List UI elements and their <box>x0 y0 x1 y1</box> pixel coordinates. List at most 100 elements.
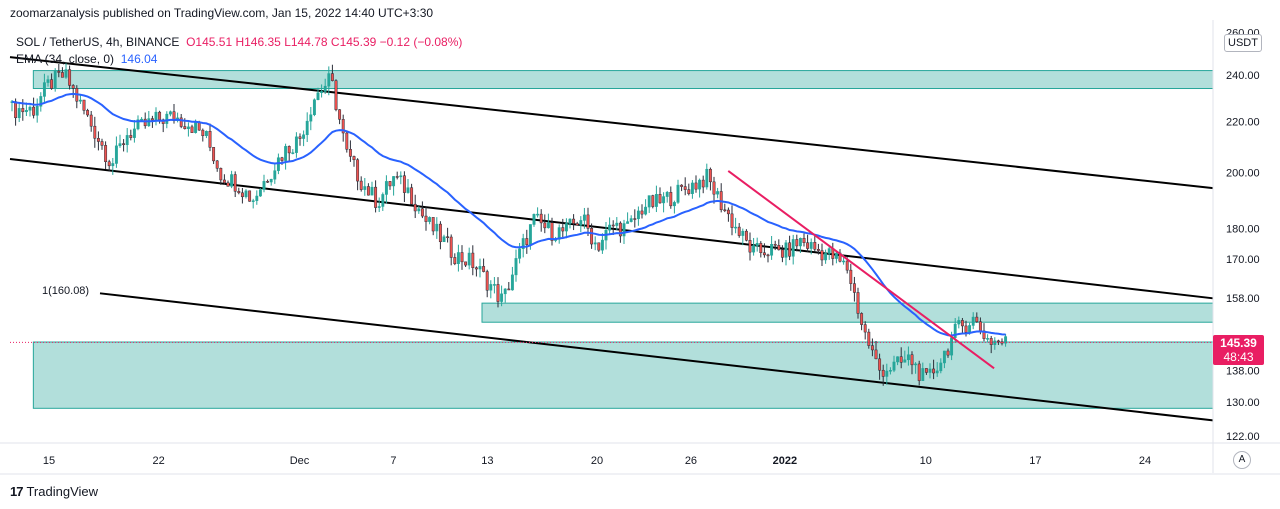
candle-body <box>989 338 993 345</box>
candle-body <box>586 214 590 229</box>
candle-body <box>503 288 507 295</box>
support-resistance-zones <box>32 70 1214 409</box>
candle-body <box>446 236 450 238</box>
candle-body <box>212 147 216 162</box>
candle-body <box>338 109 342 120</box>
candle-body <box>471 252 475 268</box>
candle-body <box>255 195 259 201</box>
candle-body <box>302 134 306 139</box>
candle-body <box>770 244 774 256</box>
candle-body <box>752 245 756 253</box>
time-tick-label: 7 <box>390 455 396 467</box>
candle-body <box>950 337 954 356</box>
candle-body <box>82 99 86 111</box>
candle-body <box>813 242 817 250</box>
candle-body <box>546 222 550 229</box>
candle-body <box>150 118 154 121</box>
candle-body <box>759 243 763 253</box>
last-price-label: 145.39 48:43 <box>1213 335 1264 365</box>
candle-body <box>114 145 118 164</box>
candle-body <box>957 320 961 325</box>
candle-body <box>640 210 644 215</box>
candle-body <box>424 215 428 222</box>
candle-body <box>971 316 975 326</box>
candle-body <box>237 191 241 194</box>
candle-body <box>773 244 777 246</box>
candle-body <box>201 129 205 137</box>
symbol-label[interactable]: SOL / TetherUS, 4h, BINANCE <box>16 35 180 49</box>
candle-body <box>129 135 133 138</box>
candle-body <box>510 274 514 291</box>
candle-body <box>312 99 316 116</box>
currency-button[interactable]: USDT <box>1224 34 1262 52</box>
auto-scale-button[interactable]: A <box>1233 451 1251 469</box>
candle-body <box>737 226 741 236</box>
candle-body <box>327 73 331 87</box>
candle-body <box>93 125 97 139</box>
candle-body <box>629 218 633 222</box>
pink-trendline <box>727 170 995 370</box>
tradingview-brand[interactable]: 17 TradingView <box>10 484 98 499</box>
price-tick-label: 220.00 <box>1226 116 1260 128</box>
time-tick-label: 13 <box>481 455 493 467</box>
candle-body <box>687 189 691 194</box>
candle-body <box>698 179 702 190</box>
candle-body <box>593 242 597 245</box>
channel-line <box>9 56 1214 190</box>
candle-body <box>323 85 327 92</box>
candle-body <box>777 245 781 251</box>
candle-body <box>298 136 302 139</box>
candle-body <box>356 159 360 182</box>
drawing-lines <box>9 56 1214 422</box>
candle-body <box>392 176 396 187</box>
candle-body <box>622 223 626 237</box>
channel-line <box>99 292 1214 422</box>
time-tick-label: 22 <box>152 455 164 467</box>
candle-body <box>143 118 147 127</box>
candle-body <box>71 85 75 89</box>
last-price-value: 145.39 <box>1220 336 1257 350</box>
candle-body <box>39 96 43 107</box>
candle-body <box>960 320 964 327</box>
candle-body <box>456 252 460 264</box>
candle-body <box>438 223 442 243</box>
candle-body <box>406 187 410 193</box>
candle-body <box>64 69 68 78</box>
price-tick-label: 180.00 <box>1226 223 1260 235</box>
candle-body <box>802 237 806 243</box>
candle-body <box>165 113 169 124</box>
candle-body <box>892 361 896 371</box>
candle-body <box>860 313 864 325</box>
candlesticks <box>10 63 1008 386</box>
candle-body <box>867 331 871 346</box>
candle-body <box>420 208 424 217</box>
candle-body <box>309 114 313 122</box>
candle-body <box>816 248 820 251</box>
time-tick-label: 2022 <box>773 455 797 467</box>
candle-body <box>186 126 190 129</box>
ema-label[interactable]: EMA (34, close, 0) <box>16 52 115 66</box>
candle-body <box>914 363 918 366</box>
candle-body <box>35 105 39 116</box>
low-value: L144.78 <box>284 35 328 49</box>
candle-body <box>986 338 990 340</box>
time-tick-label: 15 <box>43 455 55 467</box>
candle-body <box>485 271 489 291</box>
candle-body <box>896 356 900 363</box>
candle-body <box>903 359 907 363</box>
candle-body <box>118 143 122 147</box>
candle-body <box>690 182 694 194</box>
candle-body <box>528 224 532 245</box>
candle-body <box>953 323 957 338</box>
bar-countdown: 48:43 <box>1223 350 1254 364</box>
candle-body <box>413 203 417 212</box>
candle-body <box>370 186 374 196</box>
candle-body <box>978 321 982 332</box>
zone-rect <box>32 341 1214 409</box>
candle-body <box>762 252 766 256</box>
candle-body <box>399 175 403 178</box>
candle-body <box>651 195 655 207</box>
candle-body <box>194 122 198 133</box>
candle-body <box>723 209 727 212</box>
